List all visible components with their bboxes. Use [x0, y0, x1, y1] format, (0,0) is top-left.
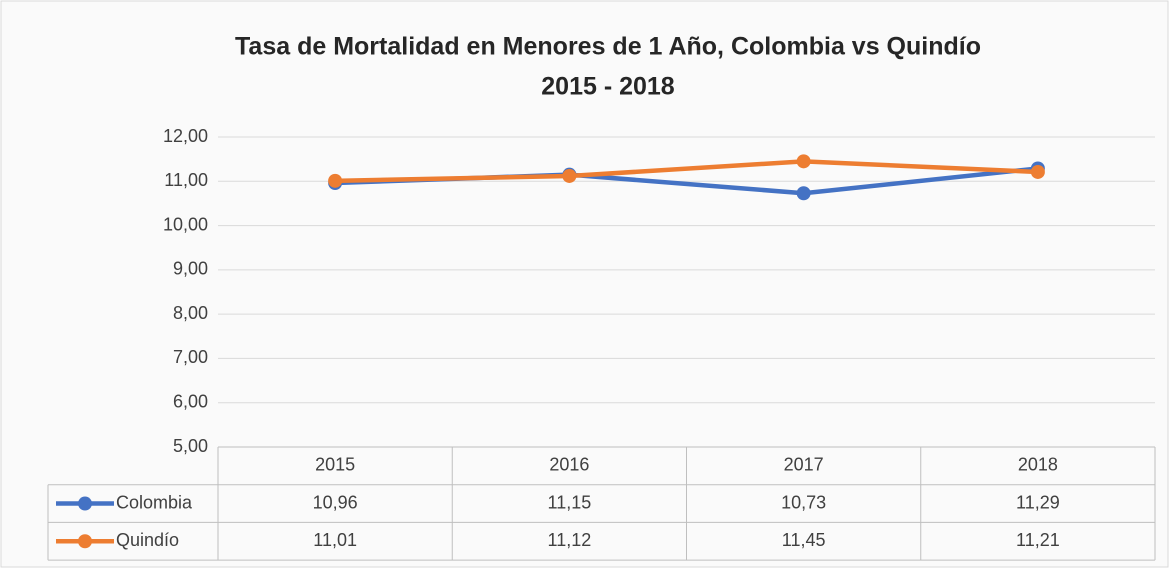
- y-tick-label: 8,00: [173, 303, 208, 323]
- legend-marker: [78, 496, 92, 511]
- x-tick-label: 2018: [1018, 455, 1058, 475]
- y-tick-label: 9,00: [173, 259, 208, 279]
- table-value: 11,45: [782, 530, 826, 550]
- chart-title: Tasa de Mortalidad en Menores de 1 Año, …: [235, 33, 981, 61]
- table-value: 11,29: [1016, 492, 1060, 512]
- x-tick-label: 2017: [784, 455, 824, 475]
- y-tick-label: 10,00: [163, 214, 208, 234]
- table-value: 11,01: [313, 530, 357, 550]
- y-tick-label: 12,00: [163, 126, 208, 146]
- series-marker: [562, 168, 577, 183]
- x-tick-label: 2016: [549, 455, 589, 475]
- legend-label: Quindío: [116, 530, 179, 550]
- chart-subtitle: 2015 - 2018: [541, 73, 675, 101]
- legend-marker: [78, 534, 92, 549]
- table-value: 10,73: [781, 492, 826, 512]
- y-tick-label: 6,00: [173, 391, 208, 411]
- series-marker: [1030, 164, 1045, 179]
- table-value: 10,96: [313, 492, 358, 512]
- series-marker: [328, 173, 343, 188]
- y-tick-label: 5,00: [173, 436, 208, 456]
- series-marker: [796, 154, 811, 169]
- table-value: 11,15: [548, 492, 592, 512]
- y-tick-label: 7,00: [173, 347, 208, 367]
- series-line: [335, 159, 1038, 184]
- legend-label: Colombia: [116, 492, 193, 512]
- series-marker: [796, 186, 811, 201]
- table-value: 11,21: [1016, 530, 1060, 550]
- x-tick-label: 2015: [315, 455, 355, 475]
- table-value: 11,12: [548, 530, 592, 550]
- y-tick-label: 11,00: [164, 170, 208, 190]
